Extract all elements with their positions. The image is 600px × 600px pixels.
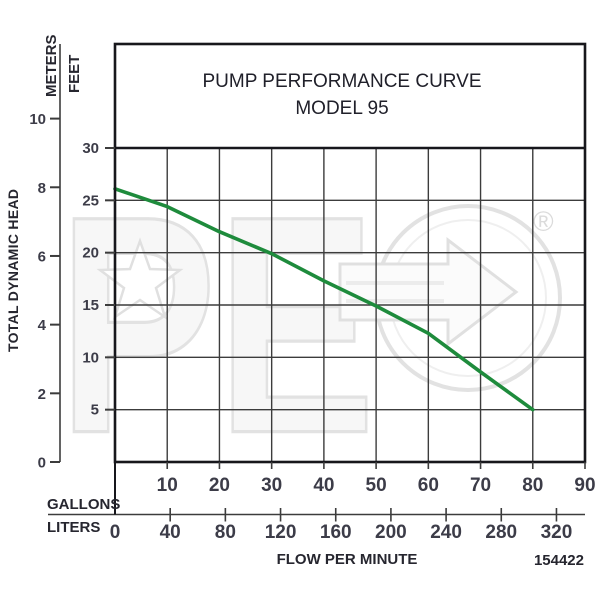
ped-logo-watermark: PE — [57, 151, 562, 499]
liters-tick-label: 160 — [320, 522, 352, 543]
feet-tick-label: 25 — [82, 192, 99, 209]
meters-tick-label: 8 — [38, 180, 46, 197]
feet-tick-label: 5 — [91, 402, 99, 419]
meters-unit-label: METERS — [43, 34, 60, 97]
gallons-tick-label: 60 — [418, 475, 439, 496]
gallons-tick-label: 40 — [313, 475, 334, 496]
feet-unit-label: FEET — [66, 54, 83, 93]
total-dynamic-head-label: TOTAL DYNAMIC HEAD — [5, 188, 21, 352]
axes-ticks-labels: 0 2 4 6 8 10 5 10 15 20 25 30 10 20 30 40 50 60 70 80 90 0 40 8… — [29, 44, 596, 543]
feet-tick-label: 20 — [82, 245, 99, 262]
watermark-letters: PE — [58, 152, 375, 497]
grid-lines — [115, 148, 585, 462]
feet-tick-label: 15 — [82, 297, 99, 314]
part-number: 154422 — [533, 552, 584, 569]
chart-title-line1: PUMP PERFORMANCE CURVE — [202, 71, 482, 92]
flow-per-minute-label: FLOW PER MINUTE — [276, 551, 418, 568]
watermark-star-icon — [96, 237, 184, 321]
liters-tick-label: 200 — [375, 522, 407, 543]
gallons-tick-label: 20 — [209, 475, 230, 496]
liters-tick-label: 280 — [485, 522, 517, 543]
pump-curve-line — [113, 187, 535, 412]
registered-trademark-icon: ® — [533, 206, 554, 237]
chart-title-line2: MODEL 95 — [295, 98, 389, 119]
liters-tick-label: 120 — [265, 522, 297, 543]
meters-tick-label: 0 — [38, 455, 46, 472]
liters-tick-label: 40 — [160, 522, 181, 543]
gallons-tick-label: 30 — [261, 475, 282, 496]
gallons-tick-label: 80 — [522, 475, 543, 496]
meters-tick-label: 10 — [29, 111, 46, 128]
gallons-tick-label: 90 — [574, 475, 595, 496]
meters-tick-label: 6 — [38, 248, 46, 265]
gallons-tick-label: 50 — [366, 475, 387, 496]
meters-tick-label: 4 — [38, 317, 47, 334]
liters-tick-label: 320 — [541, 522, 573, 543]
gallons-tick-label: 10 — [157, 475, 178, 496]
liters-tick-label: 80 — [215, 522, 236, 543]
liters-tick-label: 0 — [110, 522, 121, 543]
gallons-row-label: GALLONS — [47, 496, 121, 513]
feet-tick-label: 10 — [82, 349, 99, 366]
gallons-tick-label: 70 — [470, 475, 491, 496]
performance-curve — [113, 187, 535, 412]
feet-tick-label: 30 — [82, 140, 99, 157]
liters-row-label: LITERS — [47, 519, 101, 536]
meters-tick-label: 2 — [38, 386, 46, 403]
liters-tick-label: 240 — [430, 522, 462, 543]
